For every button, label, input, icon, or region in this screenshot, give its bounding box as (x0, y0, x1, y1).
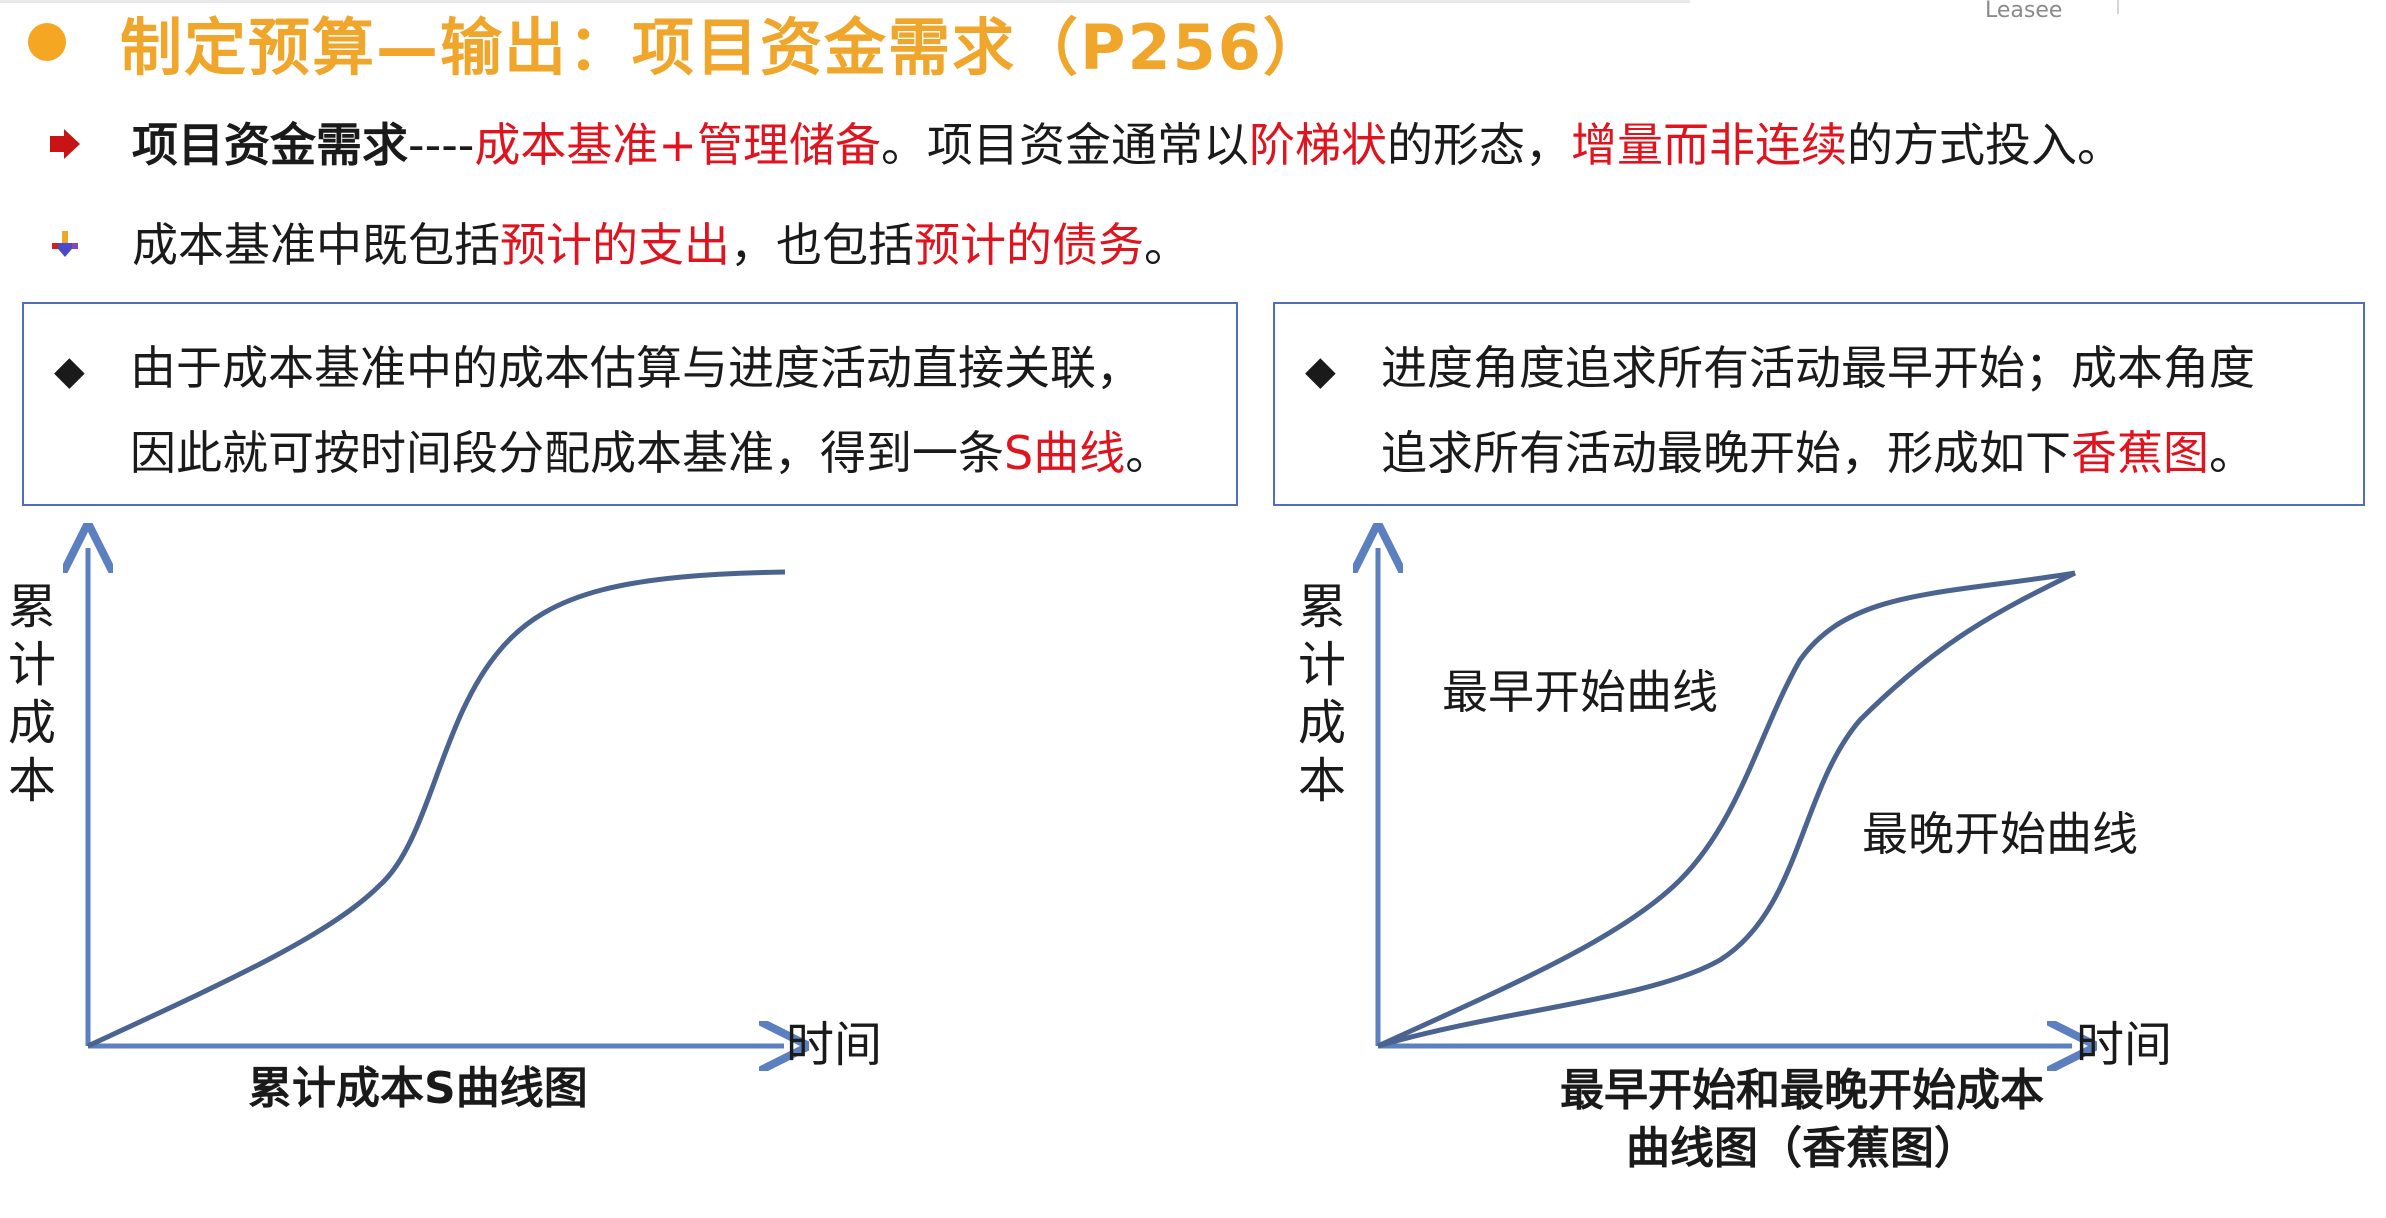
early-start-label: 最早开始曲线 (1442, 665, 1718, 719)
s-curve-note-line2: 因此就可按时间段分配成本基准，得到一条S曲线。 (130, 423, 1171, 483)
diamond-icon: ◆ (1305, 348, 1336, 394)
s-curve-note-end: 。 (1125, 426, 1172, 480)
s-curve-note-box: ◆ 由于成本基准中的成本估算与进度活动直接关联， 因此就可按时间段分配成本基准，得… (22, 302, 1238, 506)
funding-text-a: 。项目资金通常以 (880, 118, 1249, 172)
funding-term: 项目资金需求 (132, 118, 408, 172)
banana-highlight: 香蕉图 (2071, 426, 2209, 480)
corner-mark: Leasee (1985, 0, 2063, 23)
banana-note-text1: 进度角度追求所有活动最早开始；成本角度 (1381, 341, 2255, 395)
bullet-line-funding: 项目资金需求----成本基准+管理储备。项目资金通常以阶梯状的形态，增量而非连续… (46, 115, 2123, 175)
banana-y-label-char: 累 (1298, 579, 1347, 635)
bullet-line-baseline: 成本基准中既包括预计的支出，也包括预计的债务。 (46, 215, 1190, 275)
baseline-highlight-liabilities: 预计的债务 (914, 218, 1144, 272)
banana-caption-line1: 最早开始和最晚开始成本 (1560, 1065, 2044, 1116)
red-arrow-icon (50, 128, 80, 159)
banana-caption: 最早开始和最晚开始成本 曲线图（香蕉图） (1392, 1062, 2212, 1178)
s-curve-y-label-char: 成 (8, 695, 57, 751)
banana-note-end: 。 (2209, 426, 2255, 480)
funding-text-b: 的形态， (1386, 118, 1571, 172)
corner-divider (2117, 0, 2119, 14)
s-curve-y-label-char: 累 (8, 579, 57, 635)
slide-title-row: 制定预算—输出：项目资金需求（P256） (28, 6, 1327, 84)
banana-caption-line2: 曲线图（香蕉图） (1626, 1123, 1978, 1174)
s-curve-note-line1: ◆ 由于成本基准中的成本估算与进度活动直接关联， (54, 338, 1142, 401)
funding-highlight-incremental: 增量而非连续 (1570, 118, 1847, 172)
s-curve-line (86, 569, 786, 1049)
late-start-curve (1377, 570, 2077, 1049)
banana-y-label-char: 成 (1298, 695, 1347, 751)
early-start-curve (1376, 570, 2076, 1049)
banana-note-box: ◆ 进度角度追求所有活动最早开始；成本角度 追求所有活动最晚开始，形成如下香蕉图。 (1273, 302, 2365, 506)
funding-highlight-stepwise: 阶梯状 (1248, 118, 1387, 172)
s-curve-caption: 累计成本S曲线图 (248, 1063, 588, 1114)
slide-title: 制定预算—输出：项目资金需求（P256） (120, 11, 1327, 84)
baseline-text-c: 。 (1144, 218, 1190, 272)
s-curve-note-text2: 因此就可按时间段分配成本基准，得到一条 (130, 426, 1004, 480)
baseline-text-a: 成本基准中既包括 (132, 218, 500, 272)
banana-note-line1: ◆ 进度角度追求所有活动最早开始；成本角度 (1305, 338, 2255, 401)
banana-y-label-char: 本 (1298, 753, 1347, 809)
banana-x-label: 时间 (2076, 1017, 2173, 1073)
top-rule (0, 0, 1690, 3)
s-curve-highlight: S曲线 (1004, 426, 1126, 480)
funding-dashes: ---- (408, 118, 475, 172)
baseline-highlight-expenditure: 预计的支出 (500, 218, 730, 272)
s-curve-y-label-char: 本 (8, 753, 57, 809)
s-curve-y-label-char: 计 (8, 637, 57, 693)
orange-dot-icon (28, 23, 66, 61)
baseline-text-b: ，也包括 (730, 218, 914, 272)
banana-note-text2: 追求所有活动最晚开始，形成如下 (1381, 426, 2071, 480)
s-curve-x-label: 时间 (786, 1017, 883, 1073)
funding-text-c: 的方式投入。 (1846, 118, 2123, 172)
funding-formula: 成本基准+管理储备 (474, 118, 881, 172)
banana-note-line2: 追求所有活动最晚开始，形成如下香蕉图。 (1381, 423, 2255, 483)
late-start-label: 最晚开始曲线 (1862, 807, 2138, 861)
s-curve-note-text1: 由于成本基准中的成本估算与进度活动直接关联， (130, 341, 1142, 395)
multicolor-arrow-icon (52, 230, 78, 257)
diamond-icon: ◆ (54, 348, 85, 394)
banana-y-label-char: 计 (1298, 637, 1347, 693)
